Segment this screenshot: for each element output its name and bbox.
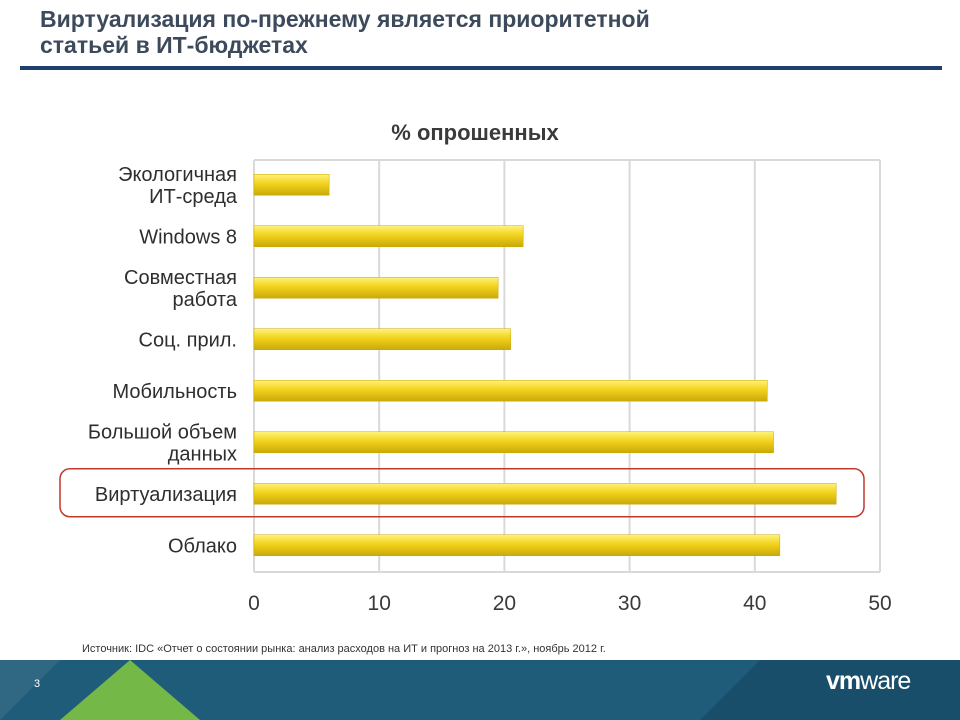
bar [253, 483, 837, 505]
bar [253, 174, 330, 196]
logo-bold: vm [826, 667, 861, 695]
footer-band [0, 660, 960, 720]
category-label: Виртуализация [95, 484, 237, 506]
category-label: Облако [168, 535, 237, 557]
slide-title: Виртуализация по-прежнему является приор… [40, 6, 920, 58]
footer-accent-triangle [60, 660, 200, 720]
x-tick-label: 20 [493, 592, 516, 615]
category-label-line: Совместная [124, 267, 237, 289]
category-label: Большой объем данных [88, 421, 237, 465]
chart-title: % опрошенных [391, 120, 559, 145]
category-label-line: Экологичная [118, 164, 237, 186]
title-line-1: Виртуализация по-прежнему является приор… [40, 6, 650, 32]
bar [253, 277, 499, 299]
bar [253, 534, 781, 556]
category-label-line: Облако [168, 535, 237, 557]
category-label: Мобильность [113, 381, 237, 403]
category-label: Windows 8 [139, 226, 237, 248]
category-label: Соц. прил. [139, 329, 238, 351]
title-line-2: статьей в ИТ-бюджетах [40, 32, 308, 58]
bar-chart: % опрошенных Экологичная ИТ-среда Windows … [59, 120, 892, 615]
category-label-line: Большой объем [88, 421, 237, 443]
logo-thin: ware [860, 667, 911, 695]
category-label-line: ИТ-среда [149, 186, 238, 208]
x-tick-label: 10 [368, 592, 391, 615]
footer-shade [0, 660, 60, 720]
bar [253, 380, 768, 402]
footer-shade-right [700, 660, 960, 720]
bar [253, 328, 511, 350]
x-tick-label: 40 [743, 592, 766, 615]
category-label-line: Виртуализация [95, 484, 237, 506]
bar [253, 225, 524, 247]
category-label-line: работа [173, 289, 238, 311]
title-divider [20, 66, 942, 70]
category-label-line: Мобильность [113, 381, 237, 403]
highlight-frame [59, 468, 865, 518]
vmware-logo: vmware [826, 667, 911, 696]
page-number: 3 [34, 678, 41, 690]
category-label: Экологичная ИТ-среда [118, 164, 238, 208]
source-note: Источник: IDC «Отчет о состоянии рынка: … [82, 643, 606, 655]
x-tick-label: 0 [248, 592, 260, 615]
bar [253, 431, 774, 453]
category-label-line: Windows 8 [139, 226, 237, 248]
x-tick-label: 30 [618, 592, 641, 615]
category-label-line: Соц. прил. [139, 329, 238, 351]
category-label: Совместная работа [124, 267, 238, 311]
x-tick-label: 50 [868, 592, 891, 615]
category-label-line: данных [168, 443, 237, 465]
